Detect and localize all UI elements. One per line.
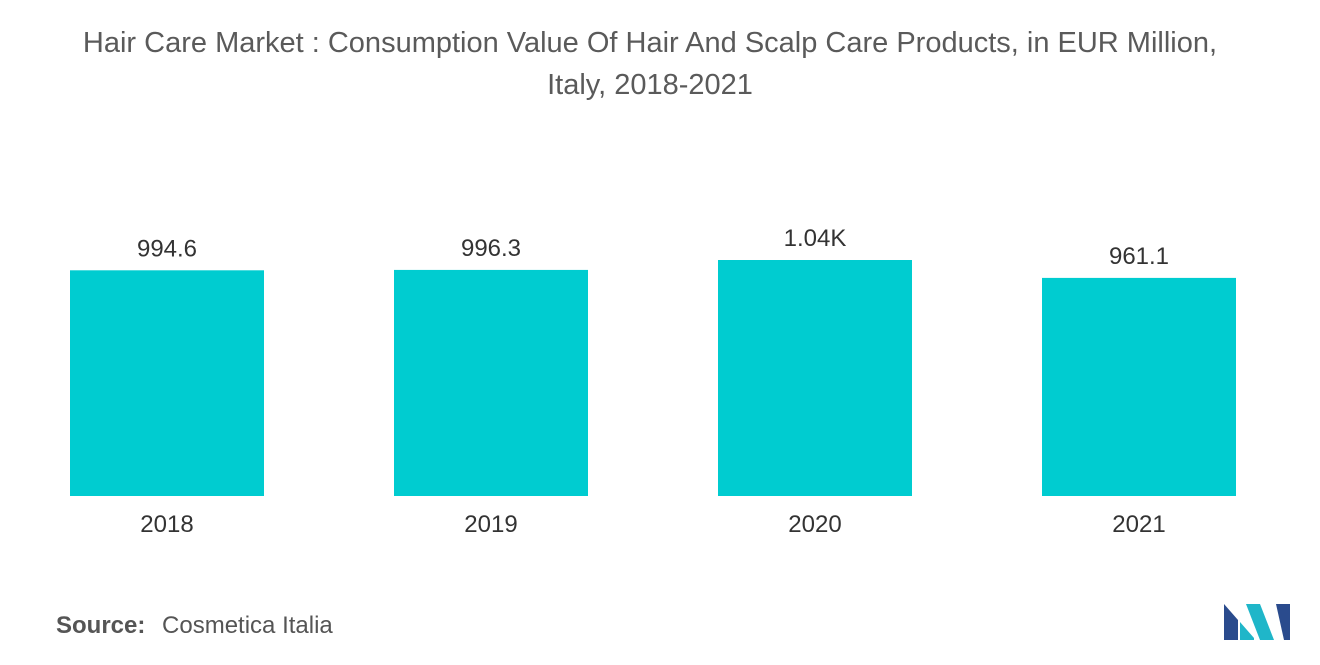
chart-subtitle: Italy, 2018-2021	[547, 69, 753, 101]
source-label: Source:	[56, 612, 146, 639]
chart-title: Hair Care Market : Consumption Value Of …	[20, 22, 1280, 106]
source-note: Source: Cosmetica Italia	[56, 612, 333, 640]
chart-title-line-1: Hair Care Market : Consumption Value Of …	[82, 27, 1218, 59]
bar-2021	[1042, 277, 1236, 496]
x-tick-label-2021: 2021	[1112, 511, 1165, 538]
bar-chart: 994.6 2018 996.3 2019 1.04K 2020 961.1 2021	[70, 225, 1236, 538]
bar-2020	[718, 260, 912, 496]
data-label-2021: 961.1	[1109, 243, 1169, 270]
bar-2018	[70, 270, 264, 496]
brand-logo-icon	[1224, 604, 1290, 640]
logo-shape-right	[1276, 604, 1290, 640]
source-value: Cosmetica Italia	[162, 612, 333, 639]
bar-2019	[394, 269, 588, 496]
logo-shape-mid-left	[1240, 622, 1254, 640]
data-label-2019: 996.3	[461, 235, 521, 262]
x-tick-label-2019: 2019	[464, 511, 517, 538]
x-tick-label-2020: 2020	[788, 511, 841, 538]
data-label-2020: 1.04K	[784, 225, 847, 252]
logo-shape-mid	[1246, 604, 1274, 640]
x-tick-label-2018: 2018	[140, 511, 193, 538]
data-label-2018: 994.6	[137, 235, 197, 262]
logo-shape-left	[1224, 604, 1238, 640]
